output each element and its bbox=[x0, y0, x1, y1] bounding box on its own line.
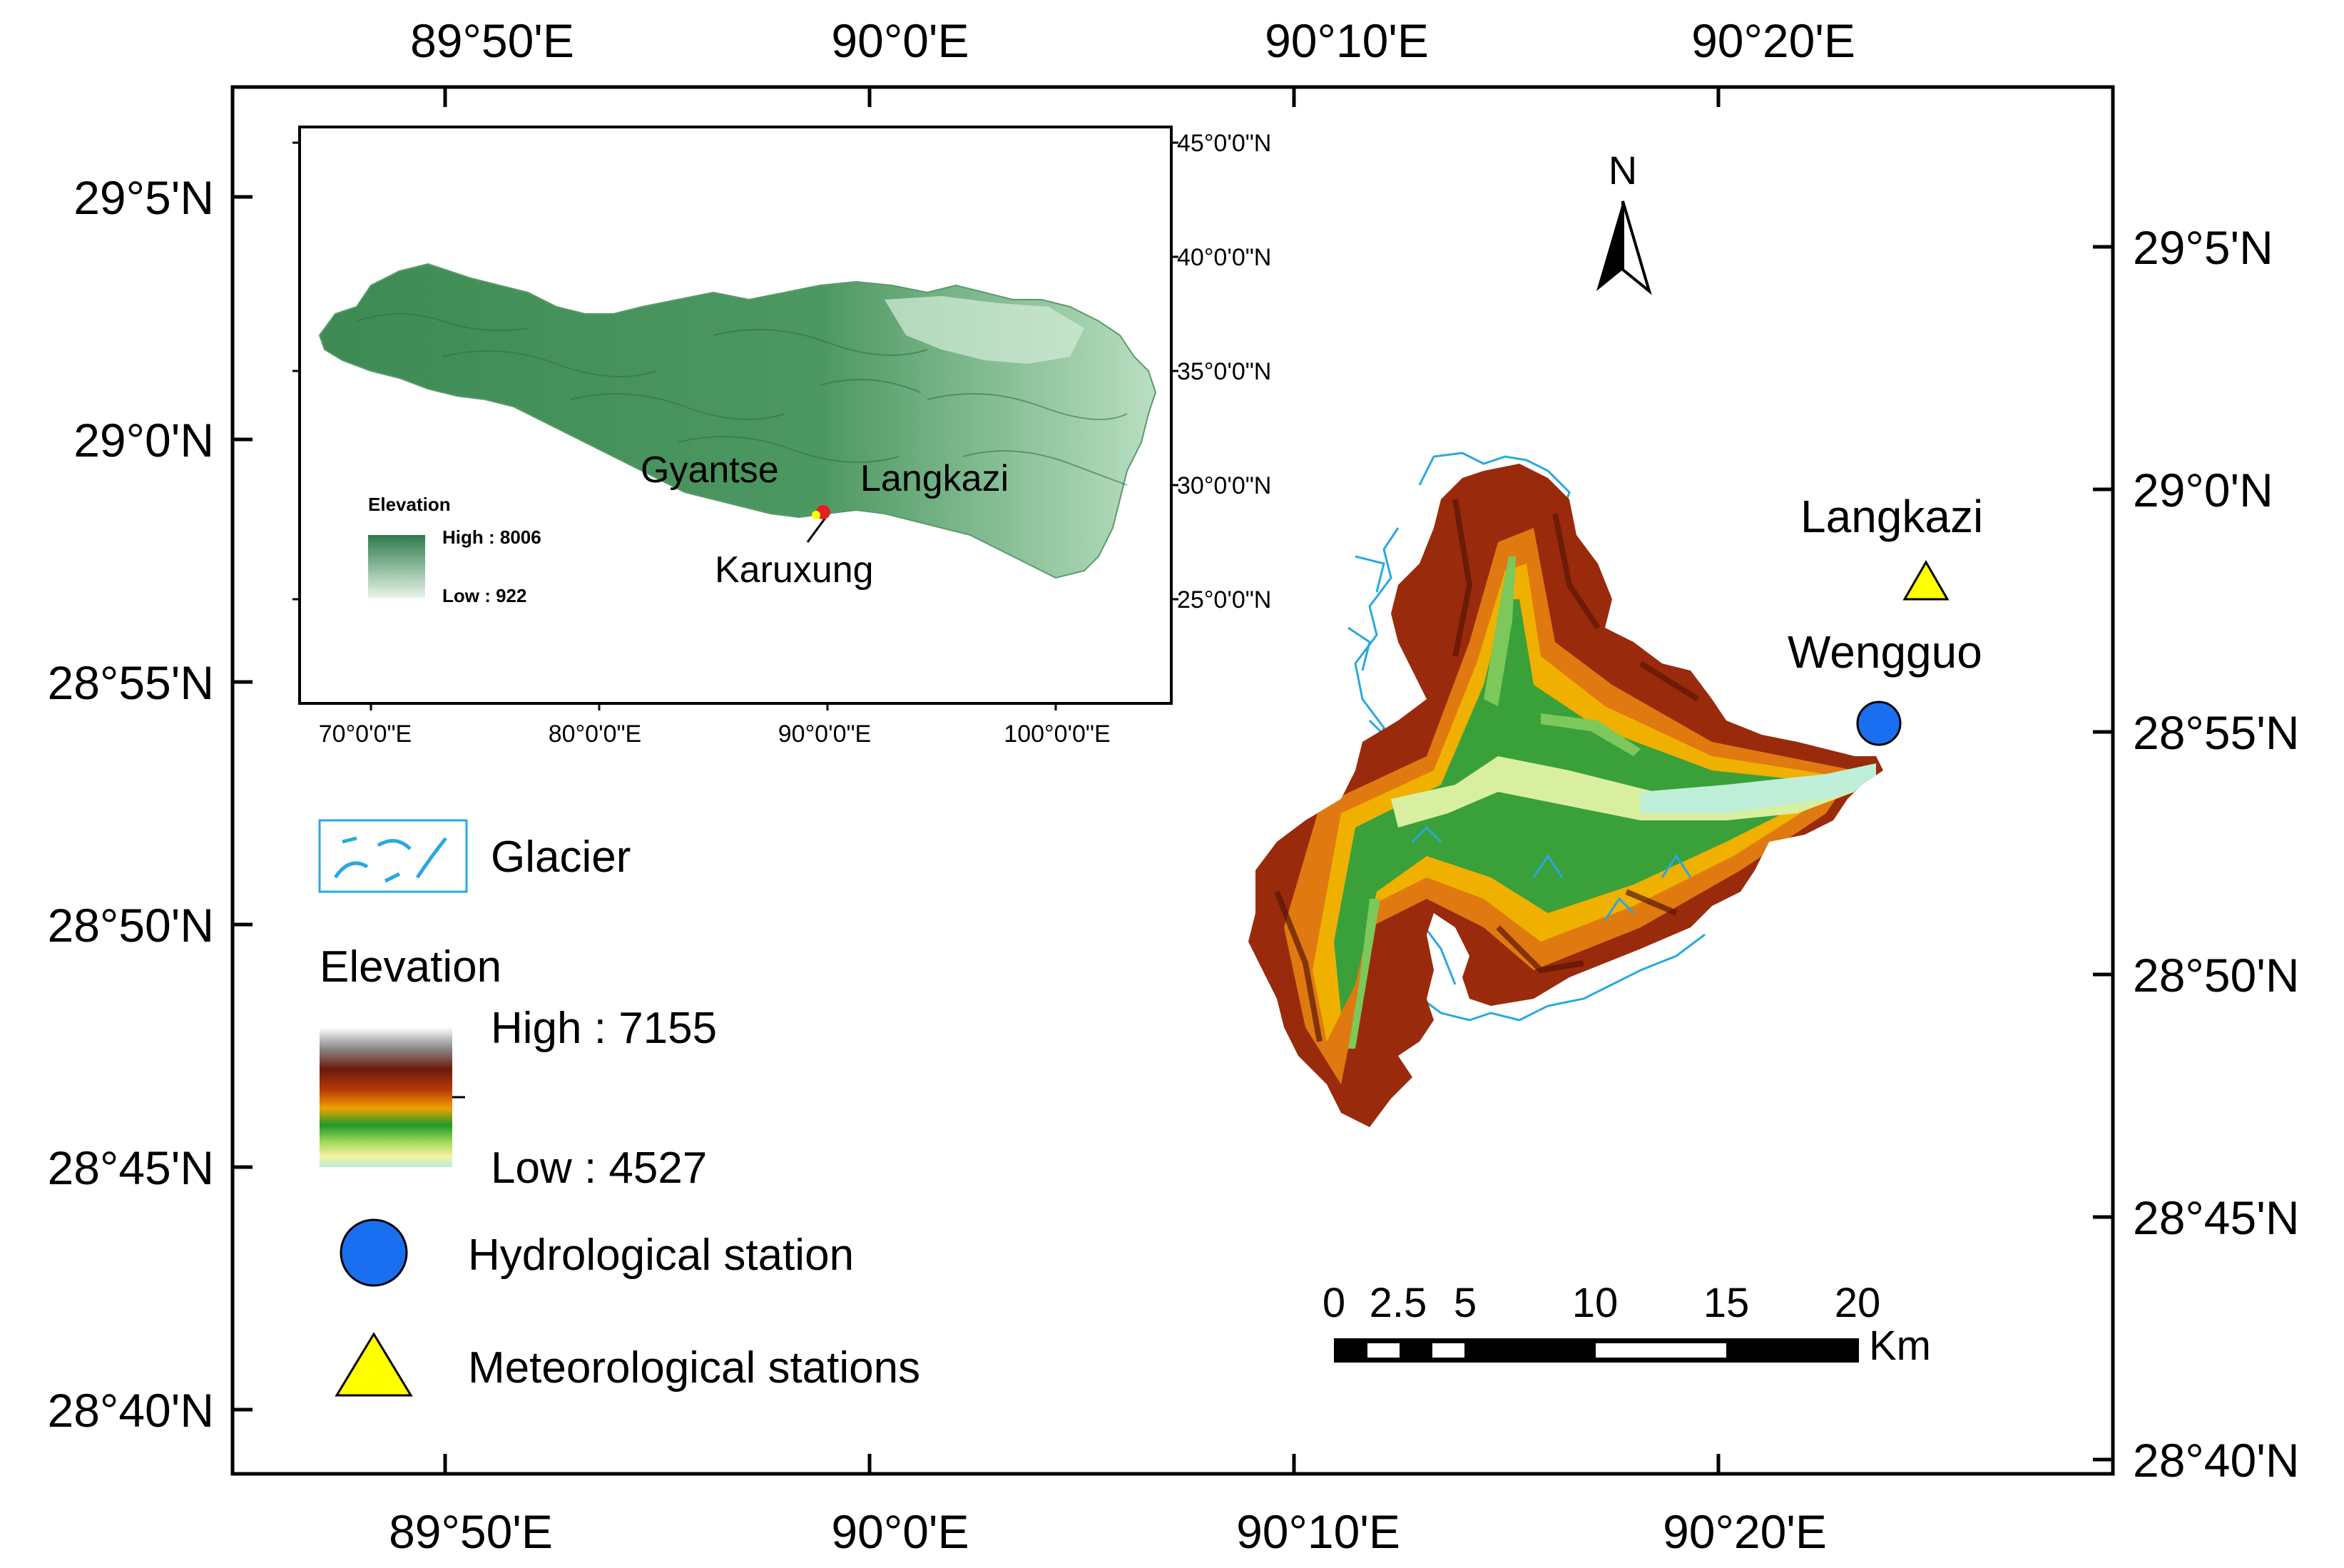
right-lat-label: 29°0'N bbox=[2133, 464, 2273, 516]
inset-terrain-texture bbox=[356, 313, 1128, 486]
left-lat-label: 28°55'N bbox=[48, 656, 214, 709]
inset-lat-label: 25°0'0"N bbox=[1177, 586, 1271, 614]
frame-ticks bbox=[233, 87, 2113, 1474]
legend-met-symbol bbox=[335, 1332, 413, 1397]
legend-elevation-high: High : 7155 bbox=[491, 1004, 717, 1053]
inset-lon-label: 70°0'0"E bbox=[319, 721, 412, 748]
wengguo-label: Wengguo bbox=[1788, 626, 1982, 678]
left-lat-label: 29°5'N bbox=[73, 171, 214, 224]
north-arrow: N bbox=[1596, 148, 1652, 295]
scale-tick-label: 5 bbox=[1454, 1280, 1477, 1326]
top-lon-label: 90°20'E bbox=[1691, 14, 1855, 67]
inset-lat-label: 35°0'0"N bbox=[1177, 358, 1271, 385]
inset-label-gyantse: Gyantse bbox=[641, 449, 779, 491]
scale-tick-label: 2.5 bbox=[1370, 1280, 1427, 1326]
legend-elevation-title: Elevation bbox=[320, 942, 501, 992]
basin-dem-shading bbox=[1274, 499, 1876, 1084]
inset-label-langkazi: Langkazi bbox=[860, 458, 1009, 499]
bottom-lon-label: 89°50'E bbox=[389, 1505, 553, 1558]
inset-lat-label: 40°0'0"N bbox=[1177, 244, 1271, 271]
legend-elevation-low: Low : 4527 bbox=[491, 1144, 707, 1193]
inset-leader-line bbox=[806, 514, 829, 543]
inset-legend-high: High : 8006 bbox=[442, 526, 541, 548]
bottom-lon-label: 90°10'E bbox=[1236, 1505, 1400, 1558]
glacier-patches bbox=[1411, 825, 1692, 921]
glacier-swatch bbox=[318, 819, 468, 893]
right-lat-label: 28°40'N bbox=[2133, 1434, 2299, 1487]
left-lat-label: 28°50'N bbox=[48, 899, 214, 952]
scale-tick-label: 10 bbox=[1572, 1280, 1619, 1326]
right-lat-label: 28°45'N bbox=[2133, 1191, 2299, 1244]
north-label: N bbox=[1609, 148, 1637, 193]
left-lat-label: 28°40'N bbox=[48, 1384, 214, 1437]
scale-tick-label: 20 bbox=[1835, 1280, 1881, 1326]
wengguo-station: Wengguo bbox=[1788, 626, 1982, 746]
langkazi-station: Langkazi bbox=[1800, 491, 1983, 601]
langkazi-triangle bbox=[1902, 559, 1950, 601]
inset-legend-low: Low : 922 bbox=[442, 585, 526, 606]
left-latitude-labels: 29°5'N 29°0'N 28°55'N 28°50'N 28°45'N 28… bbox=[48, 171, 214, 1437]
inset-lon-label: 90°0'0"E bbox=[778, 721, 871, 748]
inset-lat-label: 30°0'0"N bbox=[1177, 472, 1271, 499]
bottom-lon-label: 90°20'E bbox=[1663, 1505, 1827, 1558]
langkazi-label: Langkazi bbox=[1800, 491, 1983, 542]
elevation-color-ramp bbox=[320, 1027, 452, 1167]
scale-tick-label: 15 bbox=[1703, 1280, 1750, 1326]
right-lat-label: 28°50'N bbox=[2133, 949, 2299, 1002]
inset-lon-label: 100°0'0"E bbox=[1004, 721, 1110, 748]
top-lon-label: 90°10'E bbox=[1265, 14, 1429, 67]
legend-glacier-label: Glacier bbox=[491, 833, 631, 882]
left-lat-label: 29°0'N bbox=[73, 414, 214, 467]
top-lon-label: 89°50'E bbox=[410, 14, 574, 67]
wengguo-circle bbox=[1856, 701, 1902, 746]
right-lat-label: 28°55'N bbox=[2133, 706, 2299, 759]
inset-legend-ramp bbox=[368, 535, 425, 598]
inset-label-karuxung: Karuxung bbox=[715, 549, 874, 591]
main-legend: Glacier Elevation High : 7155 Low : 4527… bbox=[318, 819, 920, 1397]
scale-bar: 0 2.5 5 10 15 20 Km bbox=[1323, 1280, 1931, 1369]
bottom-lon-label: 90°0'E bbox=[831, 1505, 969, 1558]
inset-map: 45°0'0"N 40°0'0"N 35°0'0"N 30°0'0"N 25°0… bbox=[292, 126, 1271, 748]
right-latitude-labels: 29°5'N 29°0'N 28°55'N 28°50'N 28°45'N 28… bbox=[2133, 221, 2299, 1487]
top-longitude-labels: 89°50'E 90°0'E 90°10'E 90°20'E bbox=[410, 14, 1855, 67]
legend-hydro-symbol bbox=[340, 1218, 408, 1287]
inset-legend-title: Elevation bbox=[368, 494, 451, 515]
qaidam-basin bbox=[885, 296, 1084, 364]
scale-unit: Km bbox=[1869, 1323, 1931, 1369]
scale-tick-label: 0 bbox=[1323, 1280, 1345, 1326]
bottom-longitude-labels: 89°50'E 90°0'E 90°10'E 90°20'E bbox=[389, 1505, 1827, 1558]
right-lat-label: 29°5'N bbox=[2133, 221, 2273, 274]
left-lat-label: 28°45'N bbox=[48, 1141, 214, 1194]
station-marker bbox=[812, 511, 820, 519]
top-lon-label: 90°0'E bbox=[831, 14, 969, 67]
legend-hydro-label: Hydrological station bbox=[468, 1231, 854, 1280]
legend-met-label: Meteorological stations bbox=[468, 1343, 920, 1393]
inset-lon-label: 80°0'0"E bbox=[549, 721, 641, 748]
karuxung-basin bbox=[1248, 452, 1883, 1127]
inset-lat-label: 45°0'0"N bbox=[1177, 130, 1271, 157]
inset-ticks bbox=[292, 141, 1178, 711]
